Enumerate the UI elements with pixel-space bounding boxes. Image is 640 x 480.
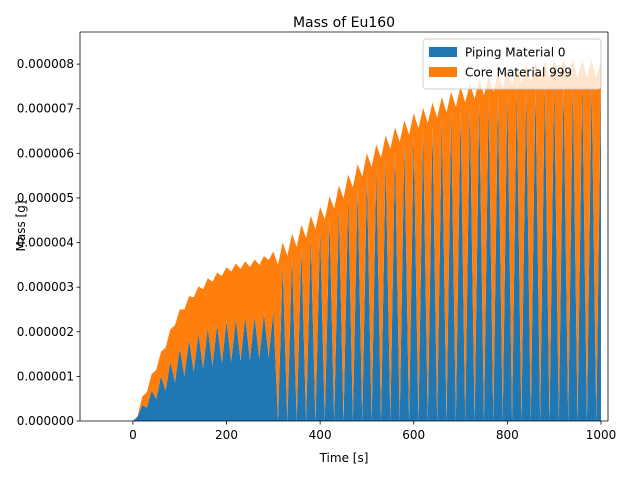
y-tick-label: 0.000006: [17, 146, 74, 160]
legend-box: [422, 38, 602, 90]
x-axis-label: Time [s]: [319, 451, 369, 465]
legend-swatch: [429, 67, 457, 77]
y-tick-label: 0.000005: [17, 191, 74, 205]
y-tick-label: 0.000008: [17, 57, 74, 71]
y-tick-label: 0.000001: [17, 369, 74, 383]
legend-label: Core Material 999: [465, 66, 572, 80]
y-tick-label: 0.000002: [17, 325, 74, 339]
legend-label: Piping Material 0: [465, 46, 566, 60]
x-tick-label: 1000: [586, 428, 617, 442]
x-tick-label: 400: [309, 428, 332, 442]
y-tick-label: 0.000007: [17, 102, 74, 116]
x-tick-label: 600: [402, 428, 425, 442]
x-tick-label: 200: [215, 428, 238, 442]
area: [132, 81, 601, 422]
chart-title: Mass of Eu160: [293, 15, 395, 31]
y-axis-label: Mass [g]: [14, 200, 28, 251]
x-tick-label: 0: [129, 428, 137, 442]
y-tick-label: 0.000004: [17, 236, 74, 250]
y-tick-label: 0.000003: [17, 280, 74, 294]
y-tick-label: 0.000000: [17, 414, 74, 428]
x-tick-label: 800: [496, 428, 519, 442]
legend-swatch: [429, 47, 457, 57]
area: [132, 59, 601, 421]
